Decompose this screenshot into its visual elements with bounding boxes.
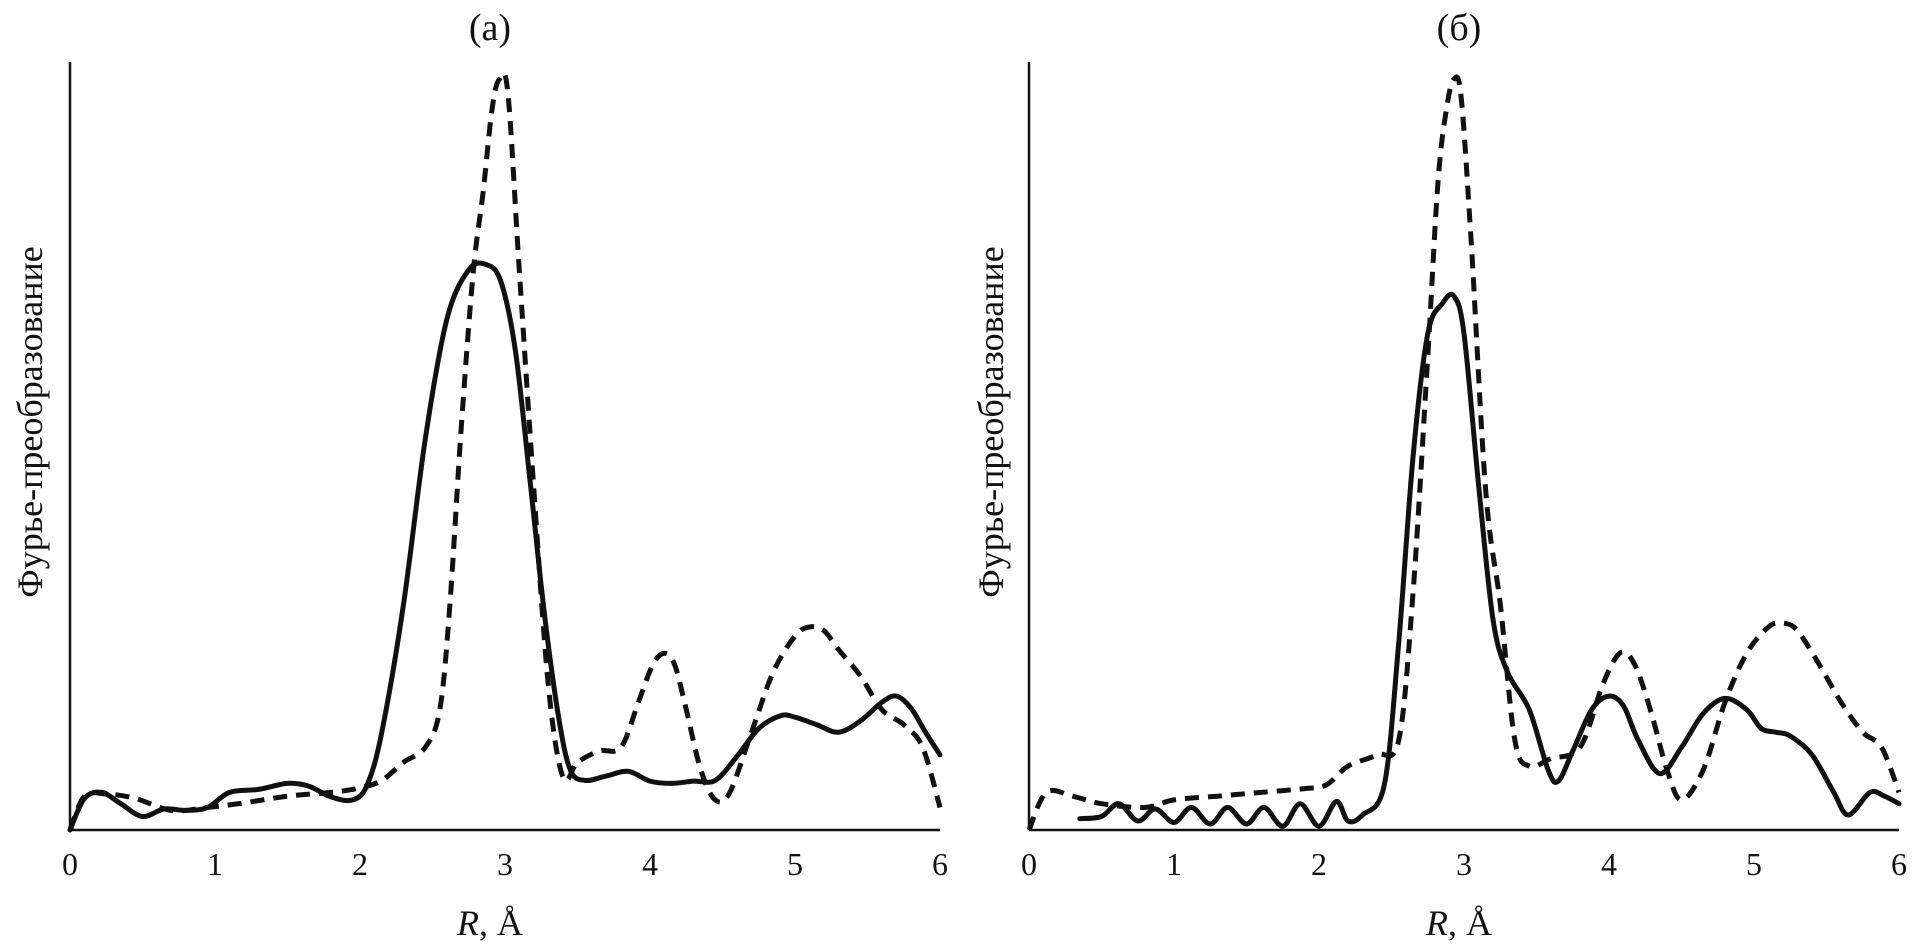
y-axis-label: Фурье-преобразование [971,246,1011,597]
x-tick-label: 4 [642,846,658,882]
x-tick-label: 5 [787,846,803,882]
dashed-series-line [67,70,943,831]
x-axis-label: R, Å [456,903,523,943]
x-axis-variable: R [1425,903,1448,943]
panel-title: (б) [1437,7,1482,49]
panel-b: (б) 0 1 2 3 4 5 6 R, Å Фурье-преобразование [971,7,1907,943]
x-tick-label: 1 [1166,846,1182,882]
solid-series-line [1077,291,1902,829]
x-tick-label: 3 [497,846,513,882]
x-axis-variable: R [456,903,479,943]
x-tick-label: 1 [207,846,223,882]
x-tick-label: 6 [932,846,948,882]
y-axis-label: Фурье-преобразование [10,246,50,597]
x-tick-label: 2 [352,846,368,882]
x-tick-label: 5 [1746,846,1762,882]
x-axis-label: R, Å [1425,903,1492,943]
x-tick-label: 4 [1601,846,1617,882]
panel-a: (а) 0 1 2 3 4 5 6 R, Å Фурье-преобразование [10,7,948,943]
x-axis-unit: , Å [1448,903,1492,943]
panel-title: (а) [469,7,511,49]
x-tick-label: 3 [1456,846,1472,882]
x-tick-label: 2 [1311,846,1327,882]
x-axis-unit: , Å [479,903,523,943]
dashed-series-line [1026,74,1902,832]
x-tick-label: 6 [1891,846,1907,882]
x-tick-label: 0 [62,846,78,882]
x-tick-label: 0 [1021,846,1037,882]
solid-series-line [67,260,943,833]
